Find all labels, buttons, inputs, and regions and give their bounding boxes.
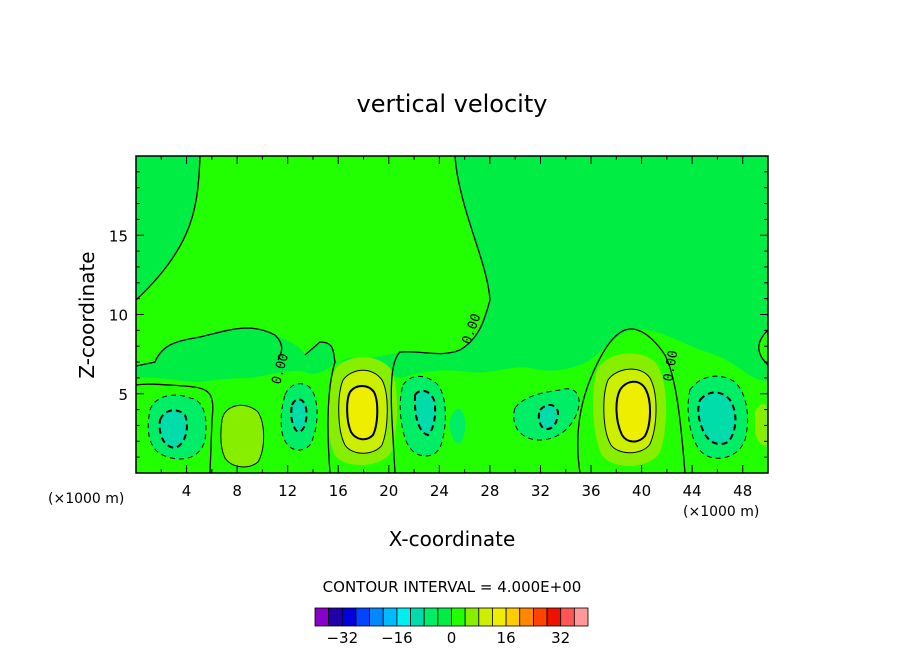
x-tick-label: 40 (632, 482, 651, 500)
x-tick-label: 12 (278, 482, 297, 500)
x-tick-label: 4 (182, 482, 192, 500)
y-tick-label: 10 (109, 307, 128, 325)
colorbar-swatch (410, 607, 425, 627)
colorbar-swatch (369, 607, 384, 627)
x-tick-label: 48 (733, 482, 752, 500)
contour-field (136, 156, 768, 473)
downdraft-area (449, 408, 466, 444)
zero-contour-lines (136, 156, 768, 473)
colorbar-swatch (423, 607, 439, 627)
colorbar-tick-label: −16 (381, 629, 413, 647)
downdraft-area (159, 410, 187, 448)
updraft-area (220, 405, 264, 467)
downdraft-area (414, 390, 436, 435)
updraft-area (755, 404, 768, 446)
colorbar-swatch (396, 607, 411, 627)
upper-negative-region (136, 156, 200, 300)
y-axis-label: Z-coordinate (75, 251, 99, 378)
upper-negative-region (136, 156, 768, 382)
colorbar-swatch (519, 607, 534, 627)
colorbar-tick-label: 0 (447, 629, 457, 647)
downdraft-area (291, 399, 307, 432)
x-tick-label: 44 (683, 482, 702, 500)
colorbar-swatch (546, 607, 562, 627)
colorbar-tick-label: 16 (497, 629, 516, 647)
x-tick-label: 24 (430, 482, 449, 500)
colorbar-swatch (492, 607, 507, 627)
x-tick-label: 8 (232, 482, 242, 500)
updraft-area (347, 386, 378, 440)
colorbar-swatch (437, 607, 452, 627)
y-axis: 5 10 15 (109, 171, 768, 458)
contour-interval-text: CONTOUR INTERVAL = 4.000E+00 (323, 578, 582, 596)
x-tick-label: 32 (531, 482, 550, 500)
x-axis: 4 8 12 16 20 24 28 32 36 40 44 48 (160, 156, 769, 500)
colorbar (314, 607, 589, 627)
y-unit-label: (×1000 m) (683, 504, 759, 520)
x-tick-label: 36 (581, 482, 600, 500)
strong-positive-contours (346, 380, 651, 443)
colorbar-swatch (533, 607, 548, 627)
y-tick-label: 5 (118, 386, 128, 404)
contour-label: 0.00 (661, 349, 681, 382)
colorbar-swatch (451, 607, 466, 627)
downdraft-area (698, 392, 736, 445)
negative-contours (147, 375, 749, 460)
colorbar-swatch (560, 607, 575, 627)
colorbar-swatch (464, 607, 480, 627)
positive-contours (220, 368, 657, 468)
downdraft-area (538, 404, 558, 430)
colorbar-swatch (328, 607, 343, 627)
updraft-area (616, 381, 651, 442)
strong-negative-contours (158, 389, 737, 450)
x-tick-label: 16 (329, 482, 348, 500)
colorbar-swatch (505, 607, 521, 627)
chart-title: vertical velocity (357, 90, 548, 118)
colorbar-swatch (382, 607, 398, 627)
y-tick-label: 15 (109, 227, 128, 245)
x-axis-label: X-coordinate (389, 527, 516, 551)
colorbar-swatch (573, 607, 589, 627)
colorbar-tick-label: −32 (326, 629, 358, 647)
colorbar-swatch (355, 607, 371, 627)
x-unit-label: (×1000 m) (48, 491, 124, 507)
x-tick-label: 28 (480, 482, 499, 500)
x-tick-label: 20 (379, 482, 398, 500)
colorbar-tick-label: 32 (551, 629, 570, 647)
colorbar-ticks: −32 −16 0 16 32 (326, 629, 570, 647)
colorbar-swatch (478, 607, 493, 627)
colorbar-swatch (314, 607, 330, 627)
colorbar-swatch (341, 607, 357, 627)
